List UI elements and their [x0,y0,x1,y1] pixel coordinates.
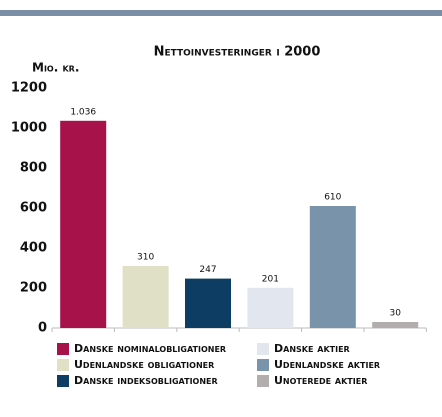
value-label: 30 [389,309,401,319]
y-tick-label: 600 [20,201,47,216]
legend-label: Danske indeksobligationer [74,374,218,387]
bar [122,266,169,328]
value-label: 247 [199,265,216,275]
legend-label: Danske aktier [274,342,350,355]
legend-label: Unoterede aktier [274,374,367,387]
legend-swatch [57,375,69,387]
y-tick-label: 400 [20,241,47,256]
y-axis-label: Mio. kr. [32,61,79,75]
legend-swatch [57,343,69,355]
top-rule [0,10,442,16]
legend-swatch [257,375,269,387]
value-label: 610 [324,193,341,203]
value-label: 1.036 [70,107,96,117]
chart-title: Nettoinvesteringer i 2000 [154,45,321,60]
legend-swatch [257,359,269,371]
legend-label: Udenlandske obligationer [74,358,214,371]
y-tick-label: 200 [20,281,47,296]
bar [247,287,294,328]
y-tick-label: 0 [38,321,47,336]
legend-swatch [257,343,269,355]
value-label: 201 [262,274,279,284]
value-label: 310 [137,253,154,263]
bar [309,206,356,328]
y-tick-label: 1200 [11,81,47,96]
legend-label: Danske nominalobligationer [74,342,226,355]
bar [60,120,107,328]
bar [185,278,231,328]
legend-swatch [57,359,69,371]
legend-label: Udenlandske aktier [274,358,380,371]
y-tick-label: 800 [20,161,47,176]
bar [372,322,419,328]
y-tick-label: 1000 [11,121,47,136]
